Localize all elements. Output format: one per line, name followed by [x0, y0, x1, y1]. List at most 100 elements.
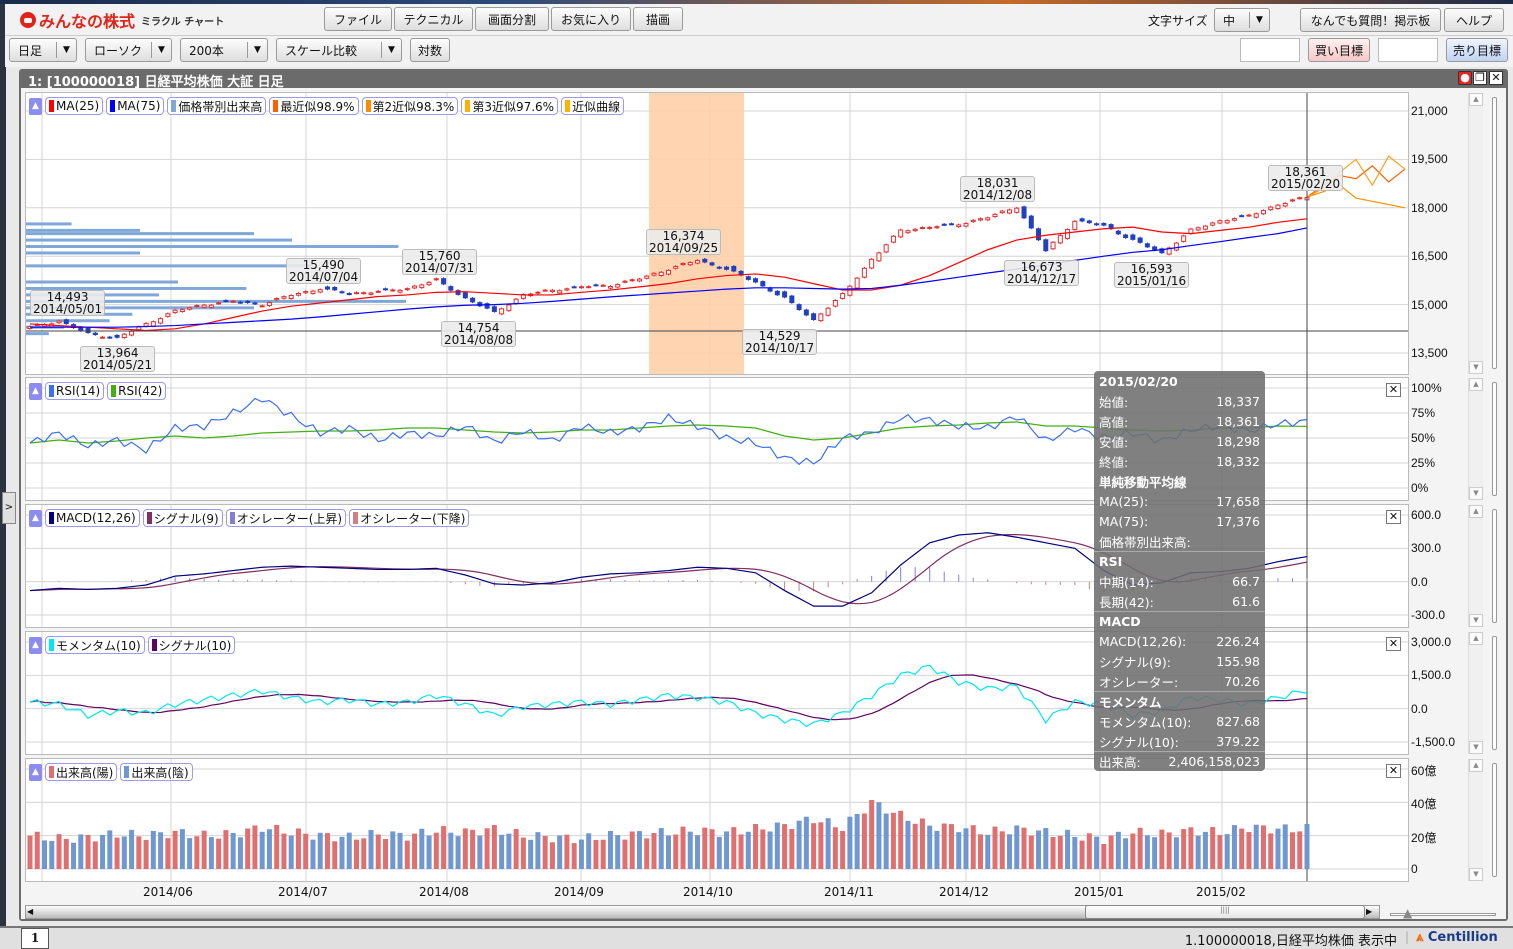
legend-volume-up[interactable]: 出来高(陽)	[45, 763, 118, 781]
legend-volume-down[interactable]: 出来高(陰)	[120, 763, 193, 781]
y-tick: 13,500	[1411, 346, 1448, 360]
price-annotation: 18,361 2015/02/20	[1268, 165, 1344, 191]
log-button[interactable]: 対数	[410, 38, 450, 62]
chart-type-select[interactable]: ローソク ▼	[85, 38, 172, 62]
legend-label: MA(25)	[56, 99, 100, 113]
collapse-icon[interactable]: ▲	[29, 763, 42, 781]
menu-split[interactable]: 画面分割	[475, 7, 549, 31]
legend-ma75[interactable]: MA(75)	[106, 97, 165, 115]
horizontal-scrollbar[interactable]	[25, 905, 1380, 919]
sell-target-input[interactable]	[1378, 38, 1438, 62]
collapse-icon[interactable]: ▲	[29, 382, 42, 400]
annotation-price: 13,964	[96, 346, 139, 360]
y-tick: 0.0	[1411, 575, 1428, 589]
help-button[interactable]: ヘルプ	[1444, 8, 1504, 32]
menu-favorites[interactable]: お気に入り	[551, 7, 631, 31]
volume-scrollbar[interactable]: ▲ ▼	[1468, 759, 1483, 881]
volume-panel[interactable]	[25, 758, 1409, 882]
menu-technical[interactable]: テクニカル	[394, 7, 473, 31]
window-tab-1[interactable]: 1	[21, 928, 49, 949]
tooltip-row: モメンタム(10): 827.68	[1094, 711, 1265, 731]
scroll-up-icon[interactable]: ▲	[1469, 632, 1483, 645]
collapse-icon[interactable]: ▲	[29, 97, 42, 115]
tooltip-value: 70.26	[1224, 673, 1260, 689]
scroll-thumb[interactable]: ||||	[1085, 905, 1365, 919]
logo-sub: ミラクル チャート	[141, 16, 225, 28]
tooltip-row: 出来高: 2,406,158,023	[1094, 751, 1265, 771]
y-tick: 20億	[1411, 831, 1437, 845]
board-button[interactable]: なんでも質問！掲示板	[1300, 8, 1441, 32]
legend-osc-up[interactable]: オシレーター(上昇)	[225, 509, 347, 527]
legend-momentum-signal[interactable]: シグナル(10)	[147, 636, 236, 654]
scroll-up-icon[interactable]: ▲	[1469, 505, 1483, 518]
legend-rsi42[interactable]: RSI(42)	[107, 382, 167, 400]
tooltip-value: 827.68	[1216, 713, 1260, 729]
close-momentum-icon[interactable]: ✕	[1386, 637, 1401, 651]
legend-approx2[interactable]: 第2近似98.3%	[361, 97, 459, 115]
legend-approx3[interactable]: 第3近似97.6%	[461, 97, 559, 115]
scroll-left-icon[interactable]: ◀	[27, 907, 34, 916]
restore-icon[interactable]: ❐	[1473, 71, 1487, 85]
menu-file[interactable]: ファイル	[324, 7, 392, 31]
tooltip-value: 17,658	[1216, 493, 1260, 509]
legend-ma25[interactable]: MA(25)	[45, 97, 104, 115]
sell-target-button[interactable]: 売り目標	[1446, 38, 1508, 62]
momentum-scrollbar[interactable]: ▲ ▼	[1468, 632, 1483, 754]
legend-momentum[interactable]: モメンタム(10)	[45, 636, 145, 654]
legend-osc-down[interactable]: オシレーター(下降)	[349, 509, 470, 527]
legend-macd[interactable]: MACD(12,26)	[45, 509, 140, 527]
menu-draw[interactable]: 描画	[633, 7, 683, 31]
scroll-right-icon[interactable]: ▶	[1366, 907, 1373, 916]
buy-target-button[interactable]: 買い目標	[1308, 38, 1370, 62]
annotation-date: 2014/08/08	[444, 333, 514, 347]
rsi-scrollbar[interactable]: ▲ ▼	[1468, 378, 1483, 500]
zoom-slider-handle-icon[interactable]: ▲	[1403, 906, 1413, 920]
scroll-down-icon[interactable]: ▼	[1469, 741, 1483, 754]
collapse-icon[interactable]: ▲	[29, 636, 42, 654]
close-volume-icon[interactable]: ✕	[1386, 764, 1401, 778]
tooltip-section: MACD	[1094, 611, 1265, 631]
y-tick: 300.0	[1411, 541, 1442, 555]
bars-select[interactable]: 200本 ▼	[180, 38, 268, 62]
scroll-down-icon[interactable]: ▼	[1469, 361, 1483, 374]
legend-approx-curve[interactable]: 近似曲線	[561, 97, 625, 115]
price-scrollbar[interactable]: ▲ ▼	[1468, 93, 1483, 374]
macd-zoom-slider[interactable]	[1492, 509, 1497, 623]
annotation-price: 15,490	[302, 258, 345, 272]
period-value: 日足	[18, 43, 43, 58]
rsi-zoom-slider[interactable]	[1492, 382, 1497, 496]
font-size-select[interactable]: 中 ▼	[1214, 8, 1270, 32]
y-tick: 21,000	[1411, 104, 1448, 118]
legend-approx1[interactable]: 最近似98.9%	[269, 97, 359, 115]
scroll-down-icon[interactable]: ▼	[1469, 868, 1483, 881]
x-tick: 2014/06	[143, 885, 193, 899]
price-annotation: 16,374 2014/09/25	[646, 229, 722, 255]
scroll-up-icon[interactable]: ▲	[1469, 378, 1483, 391]
legend-macd-signal[interactable]: シグナル(9)	[142, 509, 223, 527]
y-tick: 0	[1411, 862, 1418, 876]
tooltip-section: 単純移動平均線	[1099, 474, 1187, 490]
period-select[interactable]: 日足 ▼	[9, 38, 77, 62]
expand-panel-icon[interactable]: >	[2, 492, 16, 524]
close-macd-icon[interactable]: ✕	[1386, 510, 1401, 524]
close-icon[interactable]: ✕	[1489, 71, 1503, 85]
close-rsi-icon[interactable]: ✕	[1386, 383, 1401, 397]
scroll-up-icon[interactable]: ▲	[1469, 93, 1483, 106]
legend-rsi14[interactable]: RSI(14)	[45, 382, 105, 400]
y-tick: 40億	[1411, 797, 1437, 811]
momentum-zoom-slider[interactable]	[1492, 636, 1497, 750]
logo-icon[interactable]: ●	[1458, 71, 1472, 85]
collapse-icon[interactable]: ▲	[29, 509, 42, 527]
macd-scrollbar[interactable]: ▲ ▼	[1468, 505, 1483, 627]
scale-select[interactable]: スケール比較 ▼	[276, 38, 402, 62]
momentum-legend: ▲ モメンタム(10) シグナル(10)	[29, 636, 236, 654]
scroll-down-icon[interactable]: ▼	[1469, 487, 1483, 500]
zoom-slider[interactable]	[1390, 913, 1496, 916]
tooltip-value: 61.6	[1232, 593, 1260, 609]
price-zoom-slider[interactable]	[1492, 97, 1497, 369]
buy-target-input[interactable]	[1240, 38, 1300, 62]
volume-zoom-slider[interactable]	[1492, 763, 1497, 877]
scroll-down-icon[interactable]: ▼	[1469, 614, 1483, 627]
scroll-up-icon[interactable]: ▲	[1469, 759, 1483, 772]
legend-volume-profile[interactable]: 価格帯別出来高	[167, 97, 267, 115]
